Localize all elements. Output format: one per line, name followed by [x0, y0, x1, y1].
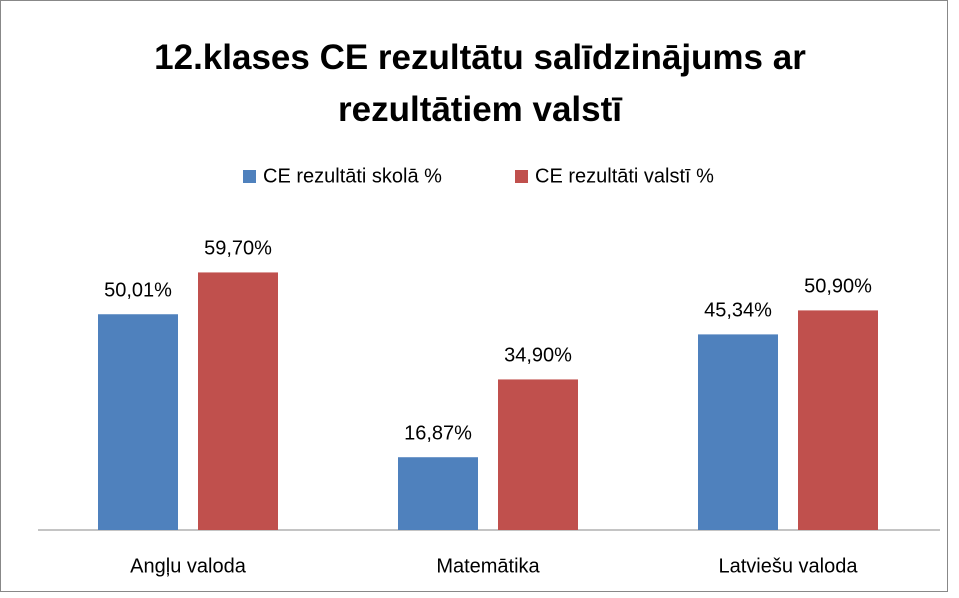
value-label: 59,70%: [204, 238, 272, 260]
value-label: 34,90%: [504, 345, 572, 367]
value-label: 50,01%: [104, 280, 172, 302]
legend-label: CE rezultāti skolā %: [263, 165, 442, 187]
value-label: 45,34%: [704, 300, 772, 322]
legend-label: CE rezultāti valstī %: [535, 165, 714, 187]
x-tick-label: Latviešu valoda: [719, 555, 859, 577]
chart-border: [0, 0, 948, 592]
chart-title: 12.klases CE rezultātu salīdzinājums ar …: [154, 38, 806, 129]
bar: [198, 272, 278, 530]
bar: [798, 310, 878, 530]
value-label: 16,87%: [404, 422, 472, 444]
x-tick-label: Matemātika: [436, 555, 540, 577]
bar: [98, 314, 178, 530]
legend-swatch: [515, 170, 528, 183]
value-label: 50,90%: [804, 276, 872, 298]
bar: [398, 457, 478, 530]
bar: [698, 334, 778, 530]
x-tick-label: Angļu valoda: [130, 555, 247, 577]
legend-swatch: [243, 170, 256, 183]
bar: [498, 379, 578, 530]
